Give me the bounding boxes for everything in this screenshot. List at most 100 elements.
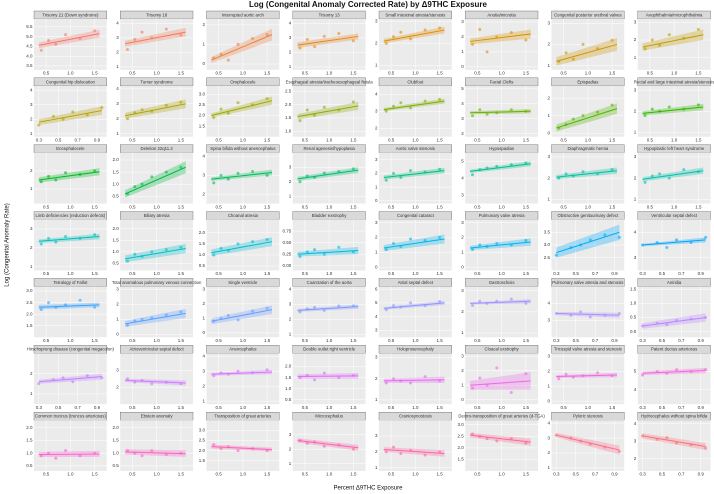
plot-area xyxy=(34,353,107,405)
fit-line xyxy=(211,371,272,375)
point xyxy=(126,117,130,121)
point xyxy=(351,447,355,451)
point xyxy=(126,48,130,52)
y-tick-label: 4 xyxy=(375,92,378,97)
y-tick-label: 3 xyxy=(116,35,119,40)
y-tick-label: 4.5 xyxy=(26,44,33,49)
point xyxy=(37,123,41,127)
panel-title: Limb deficiencies (reduction defects) xyxy=(36,213,106,218)
y-tick-label: 1 xyxy=(289,331,292,336)
point xyxy=(655,240,659,244)
x-tick-label: 1.5 xyxy=(264,338,271,343)
y-tick-label: 4 xyxy=(634,421,637,426)
panel: Obstructive genitourinary defect 2.5 3.0 3.… xyxy=(544,211,625,276)
point xyxy=(495,164,499,168)
point xyxy=(133,252,137,256)
x-tick-label: 1.5 xyxy=(436,71,443,76)
x-tick-label: 1.0 xyxy=(498,71,505,76)
panel: Tetralogy of Fallot 1.5 2.0 2.5 3.0 0.5 1.0 1.5 xyxy=(26,278,107,343)
y-tick-label: 2 xyxy=(116,302,119,307)
x-tick-label: 1.5 xyxy=(523,405,530,410)
fit-line xyxy=(38,453,100,455)
fit-line xyxy=(383,302,445,309)
y-tick-label: 4 xyxy=(289,287,292,292)
panel-title: Spina bifida without anencephalus xyxy=(210,146,275,151)
fit-line xyxy=(642,370,706,374)
x-tick-label: 0.5 xyxy=(129,71,136,76)
panel-title: Interrupted aortic arch xyxy=(222,12,265,17)
point xyxy=(305,441,309,445)
x-tick-label: 0.5 xyxy=(659,338,666,343)
panel-title: Ventricular septal defect xyxy=(651,213,698,218)
y-tick-label: 1 xyxy=(375,250,378,255)
point xyxy=(485,437,489,441)
y-tick-label: 1 xyxy=(116,131,119,136)
x-tick-label: 1.5 xyxy=(91,204,98,209)
x-axis-label: Percent Δ9THC Exposure xyxy=(333,486,403,492)
point xyxy=(305,37,309,41)
point xyxy=(164,313,168,317)
point xyxy=(47,236,51,240)
panel: Tricuspid valve atresia and stenosis 0 1 2 3… xyxy=(547,345,625,410)
x-tick-label: 1.5 xyxy=(178,204,185,209)
x-tick-label: 1.0 xyxy=(412,472,419,477)
point xyxy=(39,454,43,458)
y-tick-label: 2.0 xyxy=(112,226,119,231)
y-tick-label: 3 xyxy=(461,19,464,24)
fit-line xyxy=(470,33,531,42)
x-tick-label: 1.0 xyxy=(326,271,333,276)
panel-title: Trisomy 13 xyxy=(319,12,341,17)
y-tick-label: 1 xyxy=(547,197,550,202)
y-tick-label: 3 xyxy=(289,432,292,437)
panel-title: Facial Clefts xyxy=(490,79,514,84)
point xyxy=(64,235,68,239)
point xyxy=(265,97,269,101)
point xyxy=(471,247,475,251)
point xyxy=(603,233,607,237)
x-tick-label: 0.9 xyxy=(94,405,101,410)
panel-title: Atrioventricular septal defect xyxy=(130,347,185,352)
y-tick-label: 1 xyxy=(289,193,292,198)
y-tick-label: 3 xyxy=(202,173,205,178)
x-tick-label: 1.5 xyxy=(436,338,443,343)
x-tick-label: 0.7 xyxy=(678,472,685,477)
y-tick-label: 2 xyxy=(116,50,119,55)
point xyxy=(322,34,326,38)
point xyxy=(64,33,68,37)
y-tick-label: 1 xyxy=(202,398,205,403)
point xyxy=(265,237,269,241)
x-tick-label: 0.3 xyxy=(639,405,646,410)
y-tick-label: 3 xyxy=(461,353,464,358)
confidence-band xyxy=(642,103,704,116)
panel: Pyloric stenosis 1 2 3 4 0.3 0.5 0.7 0.9 xyxy=(547,411,625,477)
panel-title: Bladder exstrophy xyxy=(312,213,347,218)
y-tick-label: 3 xyxy=(375,220,378,225)
confidence-band xyxy=(556,38,617,66)
point xyxy=(226,177,230,181)
x-tick-label: 1.5 xyxy=(350,71,357,76)
x-tick-label: 1.5 xyxy=(264,405,271,410)
y-tick-label: 3 xyxy=(461,288,464,293)
point xyxy=(495,366,499,370)
y-tick-label: 1 xyxy=(634,55,637,60)
x-tick-label: 0.5 xyxy=(215,405,222,410)
x-tick-label: 0.5 xyxy=(573,472,580,477)
x-tick-label: 0.5 xyxy=(560,71,567,76)
point xyxy=(39,308,43,312)
y-tick-label: 0 xyxy=(375,265,378,270)
x-tick-label: 0.5 xyxy=(215,137,222,142)
x-tick-label: 1.5 xyxy=(609,405,616,410)
y-tick-label: 3 xyxy=(547,20,550,25)
y-tick-label: 0 xyxy=(375,198,378,203)
y-tick-label: 1 xyxy=(375,397,378,402)
fit-line xyxy=(211,241,273,254)
y-tick-label: 2 xyxy=(547,95,550,100)
y-tick-label: 2 xyxy=(375,235,378,240)
panel-title: Dextro-transposition of great arteries (… xyxy=(458,414,545,419)
x-tick-label: 0.3 xyxy=(36,405,43,410)
y-tick-label: 2 xyxy=(547,450,550,455)
y-tick-label: 3 xyxy=(634,255,637,260)
y-tick-label: 2 xyxy=(30,116,33,121)
x-tick-label: 1.5 xyxy=(264,71,271,76)
